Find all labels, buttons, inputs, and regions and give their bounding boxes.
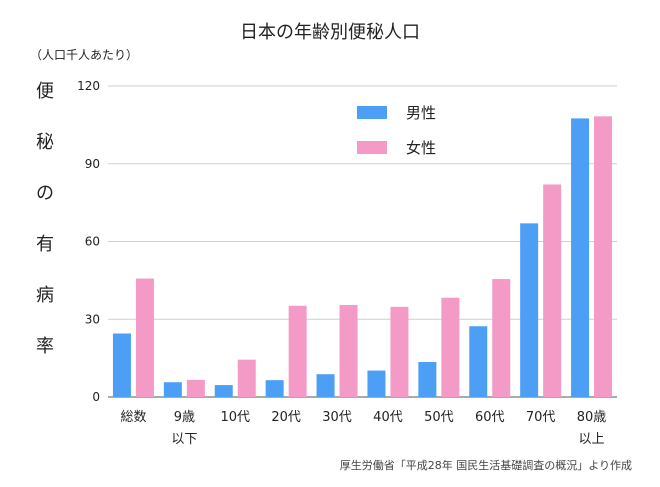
bar-female (390, 306, 409, 397)
x-tick-label: 総数 (120, 410, 146, 425)
bar-male (112, 333, 131, 397)
source-note: 厚生労働省「平成28年 国民生活基礎調査の概況」より作成 (339, 459, 632, 472)
bar-male (571, 118, 590, 397)
y-tick-label: 60 (85, 235, 100, 249)
y-tick-label: 90 (85, 157, 100, 171)
legend-swatch (357, 141, 387, 154)
bar-female (186, 379, 205, 397)
bar-male (469, 326, 488, 397)
bar-female (339, 304, 358, 397)
bar-male (163, 382, 182, 397)
bar-female (492, 279, 511, 397)
x-tick-label: 70代 (526, 410, 556, 425)
bar-male (367, 370, 386, 397)
bar-female (441, 297, 460, 397)
bar-female (237, 359, 256, 397)
x-tick-label: 60代 (475, 410, 505, 425)
y-tick-label: 30 (85, 312, 100, 326)
x-tick-labels: 総数 9歳以下 10代 20代 30代 40代 50代 60代 70代 80歳以上 (120, 410, 606, 447)
y-axis-label-char: 病 (36, 285, 54, 306)
bar-female (288, 305, 307, 397)
bar-female (594, 116, 613, 397)
x-tick-label: 10代 (220, 410, 250, 425)
x-tick-label: 40代 (373, 410, 403, 425)
y-axis-label-char: 率 (36, 336, 54, 357)
bar-female (135, 278, 154, 397)
grid-lines (108, 85, 617, 398)
bars (112, 116, 613, 397)
bar-female (543, 184, 562, 397)
bar-male (520, 223, 539, 397)
y-axis-label-char: 有 (36, 234, 54, 255)
bar-male (214, 385, 233, 397)
y-axis-label-char: 便 (36, 81, 54, 102)
x-tick-label: 20代 (271, 410, 301, 425)
bar-male (265, 380, 284, 397)
x-tick-label: 30代 (322, 410, 352, 425)
y-axis-label-char: の (36, 183, 54, 204)
x-tick-label: 50代 (424, 410, 454, 425)
y-tick-labels: 0 30 60 90 120 (77, 79, 100, 404)
y-tick-label: 120 (77, 79, 100, 93)
legend-label: 男性 (406, 104, 436, 122)
chart-title: 日本の年齢別便秘人口 (240, 22, 420, 43)
x-tick-label: 80歳以上 (577, 410, 607, 447)
legend-swatch (357, 106, 387, 119)
bar-male (316, 374, 335, 397)
bar-male (418, 362, 437, 397)
y-axis-label: 便秘の有病率 (30, 72, 60, 378)
x-tick-label: 9歳以下 (171, 410, 197, 447)
y-tick-label: 0 (92, 390, 100, 404)
unit-label: （人口千人あたり） (30, 48, 139, 62)
legend-label: 女性 (406, 139, 436, 157)
y-axis-label-char: 秘 (36, 132, 54, 153)
